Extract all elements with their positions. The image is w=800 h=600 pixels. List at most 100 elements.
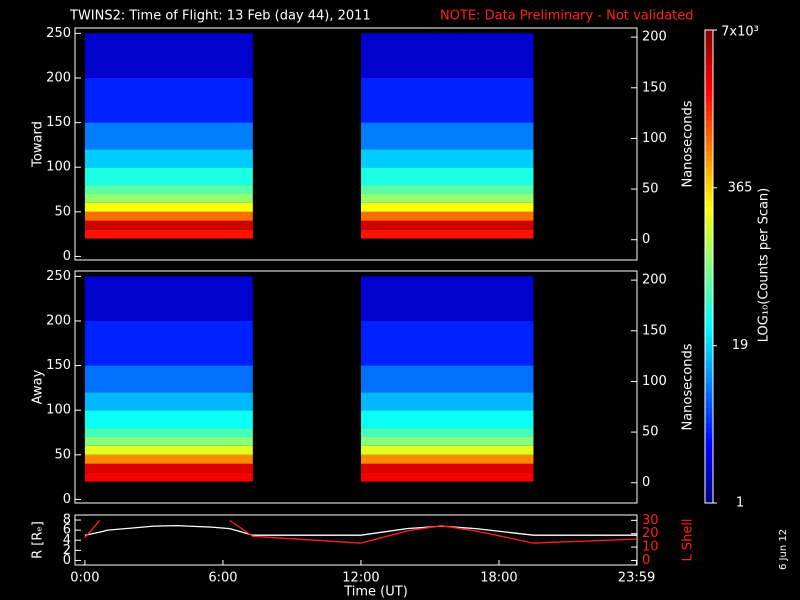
colorbar-swatch [705, 437, 713, 444]
colorbar-swatch [705, 321, 713, 328]
colorbar-swatch [705, 316, 713, 323]
heatmap-cell [84, 472, 253, 482]
y-tick-label: 2 [63, 543, 71, 558]
x-tick-label: 0:00 [70, 571, 99, 586]
heatmap-cell [360, 454, 534, 464]
colorbar-swatch [705, 472, 713, 479]
y-tick-label: 200 [46, 70, 71, 85]
plot-frame [74, 270, 638, 504]
heatmap-cell [360, 202, 534, 212]
y-tick-label: 0 [63, 553, 71, 568]
colorbar-swatch [705, 357, 713, 363]
y2-tick-label: 10 [642, 540, 659, 555]
colorbar-swatch [705, 452, 713, 459]
plot-frame [74, 27, 638, 261]
colorbar-swatch [705, 175, 713, 182]
y-axis-title: Toward [31, 121, 46, 168]
y2-tick-label: 150 [642, 323, 667, 338]
colorbar-swatch [705, 30, 713, 36]
y-tick-label: 100 [46, 403, 71, 418]
colorbar-swatch [705, 261, 713, 267]
colorbar-swatch [705, 447, 713, 454]
heatmap-cell [360, 428, 534, 437]
colorbar-swatch [705, 35, 713, 41]
y-tick-label: 150 [46, 358, 71, 373]
y-tick-label: 50 [54, 447, 71, 462]
colorbar-swatch [705, 95, 713, 101]
heatmap-cell [84, 229, 253, 239]
heatmap-cell [84, 33, 253, 78]
y2-tick-label: 100 [642, 131, 667, 146]
x-tick-label: 12:00 [342, 571, 379, 586]
y2-tick-label: 50 [642, 425, 659, 440]
heatmap-cell [84, 365, 253, 393]
colorbar-swatch [705, 291, 713, 298]
heatmap-cell [360, 33, 534, 78]
colorbar-swatch [705, 286, 713, 293]
note: NOTE: Data Preliminary - Not validated [440, 9, 694, 24]
y2-tick-label: 0 [642, 475, 650, 490]
heatmap-cell [360, 77, 534, 123]
heatmap-cell [84, 202, 253, 212]
colorbar-swatch [705, 246, 713, 252]
y2-tick-label: 20 [642, 526, 659, 541]
colorbar-swatch [705, 45, 713, 51]
y-tick-label: 0 [63, 249, 71, 264]
colorbar-tick-label: 365 [728, 180, 753, 195]
colorbar-swatch [705, 362, 713, 368]
y2-axis-title: L Shell [681, 518, 696, 561]
colorbar-tick-label: 1 [736, 496, 744, 511]
colorbar-swatch [705, 201, 713, 207]
heatmap-cell [360, 445, 534, 455]
heatmap-cell [360, 193, 534, 203]
colorbar-swatch [705, 341, 713, 348]
y-tick-label: 100 [46, 160, 71, 175]
colorbar-swatch [705, 221, 713, 227]
colorbar-swatch [705, 160, 713, 167]
colorbar-swatch [705, 301, 713, 308]
colorbar-swatch [705, 412, 713, 418]
colorbar-swatch [705, 487, 713, 494]
colorbar-swatch [705, 40, 713, 46]
colorbar-swatch [705, 392, 713, 398]
colorbar-swatch [705, 185, 713, 192]
heatmap-cell [84, 428, 253, 437]
y-tick-label: 150 [46, 115, 71, 130]
heatmap-cell [360, 365, 534, 393]
y-tick-label: 50 [54, 204, 71, 219]
colorbar-swatch [705, 467, 713, 474]
colorbar-swatch [705, 477, 713, 484]
colorbar-swatch [705, 266, 713, 273]
colorbar-swatch [705, 120, 713, 127]
heatmap-cell [360, 122, 534, 150]
colorbar-swatch [705, 135, 713, 142]
y-tick-label: 6 [63, 523, 71, 538]
colorbar-swatch [705, 372, 713, 378]
y-axis-title: Away [31, 369, 46, 404]
colorbar-swatch [705, 256, 713, 262]
heatmap-cell [84, 454, 253, 464]
heatmap-cell [360, 211, 534, 221]
heatmap-cell [360, 463, 534, 473]
x-axis-title: Time (UT) [343, 585, 408, 600]
heatmap-cell [84, 445, 253, 455]
y-tick-label: 250 [46, 269, 71, 284]
heatmap-cell [360, 320, 534, 366]
heatmap-cell [360, 229, 534, 239]
colorbar-swatch [705, 155, 713, 162]
colorbar-swatch [705, 60, 713, 66]
colorbar-swatch [705, 442, 713, 449]
colorbar-swatch [705, 427, 713, 434]
colorbar-swatch [705, 125, 713, 132]
heatmap-cell [84, 410, 253, 429]
colorbar-swatch [705, 211, 713, 217]
y2-tick-label: 100 [642, 374, 667, 389]
y-tick-label: 4 [63, 533, 71, 548]
colorbar-swatch [705, 110, 713, 117]
colorbar-swatch [705, 170, 713, 177]
heatmap-cell [84, 185, 253, 194]
y2-tick-label: 200 [642, 273, 667, 288]
colorbar-swatch [705, 65, 713, 71]
heatmap-cell [84, 276, 253, 321]
y2-tick-label: 0 [642, 232, 650, 247]
